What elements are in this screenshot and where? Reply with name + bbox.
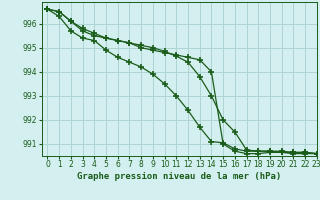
X-axis label: Graphe pression niveau de la mer (hPa): Graphe pression niveau de la mer (hPa)	[77, 172, 281, 181]
